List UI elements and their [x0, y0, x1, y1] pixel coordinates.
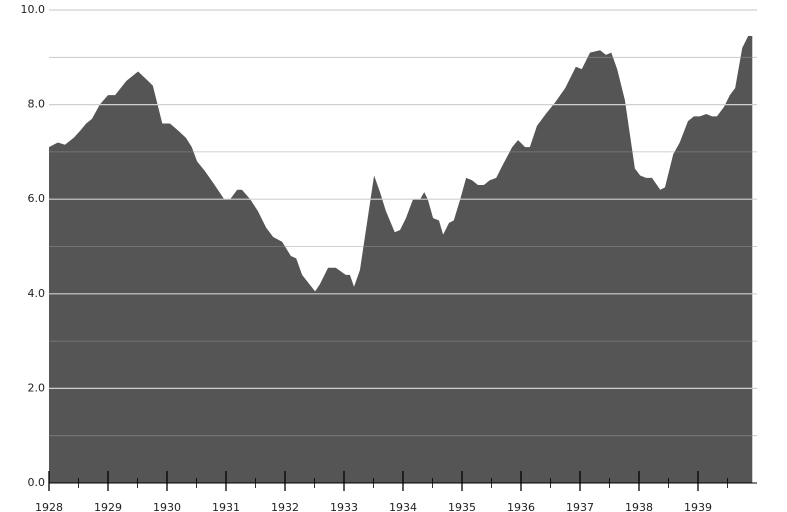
- x-tick-label: 1935: [448, 501, 476, 512]
- x-tick-label: 1939: [684, 501, 712, 512]
- x-tick-label: 1931: [212, 501, 240, 512]
- x-tick-label: 1937: [566, 501, 594, 512]
- y-tick-label: 0.0: [28, 476, 46, 489]
- y-tick-label: 6.0: [28, 192, 46, 205]
- area: [49, 36, 753, 483]
- x-tick-label: 1938: [625, 501, 653, 512]
- x-tick-label: 1934: [389, 501, 417, 512]
- y-tick-label: 10.0: [21, 3, 46, 16]
- y-tick-label: 8.0: [28, 98, 46, 111]
- x-tick-label: 1933: [330, 501, 358, 512]
- x-tick-label: 1928: [35, 501, 63, 512]
- x-tick-label: 1929: [94, 501, 122, 512]
- y-tick-label: 4.0: [28, 287, 46, 300]
- x-tick-label: 1930: [153, 501, 181, 512]
- x-tick-label: 1936: [507, 501, 535, 512]
- y-tick-label: 2.0: [28, 381, 46, 394]
- x-tick-label: 1932: [271, 501, 299, 512]
